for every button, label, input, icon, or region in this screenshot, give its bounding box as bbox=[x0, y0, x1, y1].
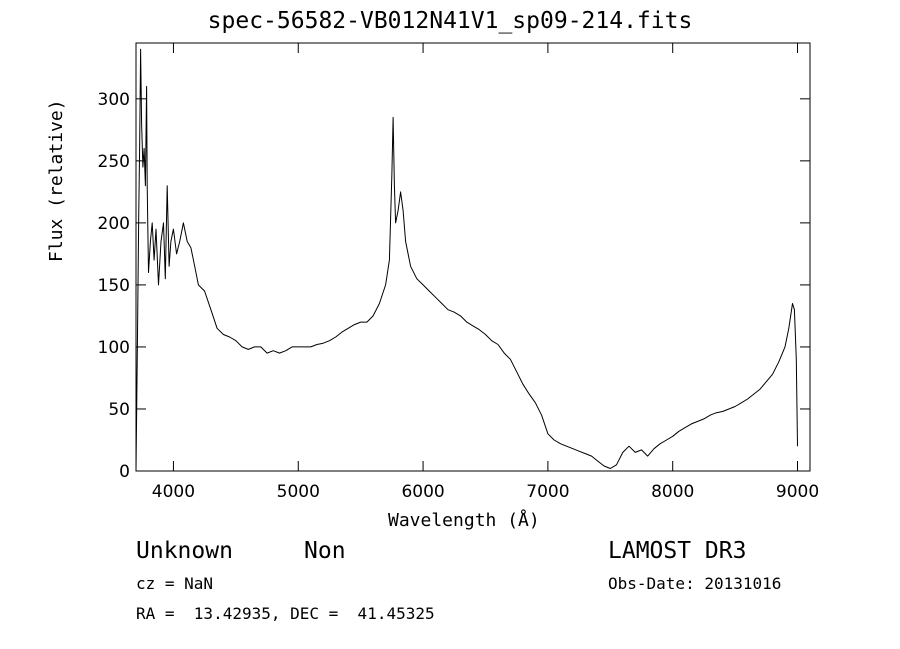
survey-text: LAMOST DR3 bbox=[608, 538, 747, 564]
y-tick-label: 100 bbox=[98, 338, 130, 358]
y-axis-label: Flux (relative) bbox=[46, 99, 67, 262]
plot-frame bbox=[135, 42, 811, 472]
x-tick-label: 9000 bbox=[776, 482, 819, 502]
subclass-text: Non bbox=[304, 538, 346, 564]
y-tick-label: 250 bbox=[98, 152, 130, 172]
classification-text: Unknown bbox=[136, 538, 233, 564]
y-tick-label: 300 bbox=[98, 90, 130, 110]
x-tick-label: 7000 bbox=[526, 482, 569, 502]
y-tick-label: 50 bbox=[108, 400, 130, 420]
coordinates-text: RA = 13.42935, DEC = 41.45325 bbox=[136, 604, 435, 623]
x-axis-label: Wavelength (Å) bbox=[388, 510, 540, 531]
x-axis: 4000 5000 6000 7000 8000 9000 bbox=[152, 43, 819, 502]
y-tick-label: 200 bbox=[98, 214, 130, 234]
y-axis: 0 50 100 150 200 250 300 bbox=[98, 90, 810, 482]
x-tick-label: 6000 bbox=[401, 482, 444, 502]
x-tick-label: 8000 bbox=[651, 482, 694, 502]
redshift-text: cz = NaN bbox=[136, 574, 214, 593]
y-tick-label: 0 bbox=[119, 462, 130, 482]
x-tick-label: 4000 bbox=[152, 482, 195, 502]
x-tick-label: 5000 bbox=[277, 482, 320, 502]
y-tick-label: 150 bbox=[98, 276, 130, 296]
chart-title: spec-56582-VB012N41V1_sp09-214.fits bbox=[207, 8, 693, 34]
spectrum-line bbox=[135, 48, 798, 472]
obs-date-text: Obs-Date: 20131016 bbox=[608, 574, 782, 593]
series-group bbox=[135, 48, 798, 472]
